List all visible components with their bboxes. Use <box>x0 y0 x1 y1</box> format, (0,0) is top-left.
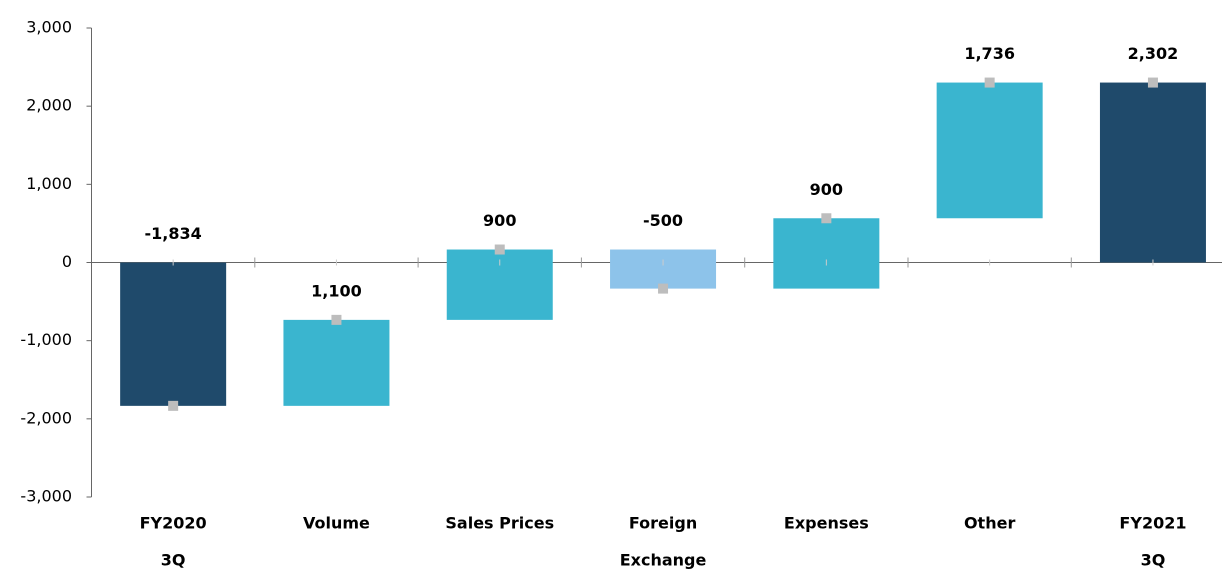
y-tick-label: 2,000 <box>26 96 72 115</box>
data-label: -500 <box>643 211 683 230</box>
bar <box>936 82 1043 219</box>
bar <box>773 218 880 289</box>
marker <box>658 283 669 294</box>
marker <box>1147 77 1158 88</box>
x-tick-label: FY2021 <box>1119 514 1186 533</box>
x-tick-label: FY2020 <box>140 514 207 533</box>
y-tick-label: -3,000 <box>20 487 72 506</box>
y-tick-label: 3,000 <box>26 18 72 37</box>
data-label: 1,736 <box>964 44 1015 63</box>
y-tick-label: -1,000 <box>20 330 72 349</box>
x-tick-label: Other <box>964 514 1015 533</box>
marker <box>331 314 342 325</box>
x-tick-label: 3Q <box>161 551 186 569</box>
data-label: 1,100 <box>311 281 362 300</box>
x-tick-label: Foreign <box>629 514 697 533</box>
x-tick-label: Volume <box>303 514 370 533</box>
x-tick-label: Expenses <box>784 514 869 533</box>
y-tick-label: 0 <box>62 252 72 271</box>
bar <box>1099 82 1206 263</box>
y-tick-label: -2,000 <box>20 408 72 427</box>
marker <box>821 213 832 224</box>
x-tick-label: Sales Prices <box>445 514 554 533</box>
data-label: 2,302 <box>1128 44 1179 63</box>
x-tick-label: Exchange <box>620 551 707 569</box>
bar <box>120 262 227 406</box>
bar <box>610 249 717 289</box>
data-label: 900 <box>810 180 843 199</box>
data-label: -1,834 <box>145 224 202 243</box>
y-tick-label: 1,000 <box>26 174 72 193</box>
data-label: 900 <box>483 211 516 230</box>
marker <box>984 77 995 88</box>
x-tick-label: 3Q <box>1141 551 1166 569</box>
bar <box>283 319 390 406</box>
marker <box>168 400 179 411</box>
marker <box>494 244 505 255</box>
